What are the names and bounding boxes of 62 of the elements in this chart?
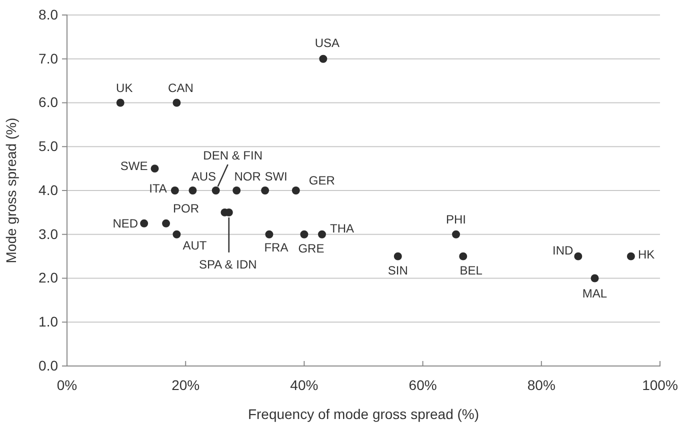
y-tick-label: 7.0: [38, 50, 58, 66]
annotation: AUT: [182, 238, 208, 253]
annotation: NED: [112, 216, 138, 231]
point: [116, 98, 124, 107]
point: [590, 274, 599, 282]
point: [318, 230, 326, 238]
annotation: SWI: [264, 170, 288, 184]
y-axis-title: Mode gross spread (%): [3, 118, 19, 264]
annotation: AUS: [191, 170, 216, 184]
point: [265, 230, 274, 238]
y-tick-label: 2.0: [38, 270, 58, 286]
annotation: POR: [173, 202, 200, 216]
point: [452, 230, 460, 238]
annotation: UK: [116, 80, 133, 95]
x-tick-label: 20%: [172, 376, 200, 393]
x-tick-label: 0%: [56, 376, 78, 393]
point: [162, 219, 170, 228]
annotation: MAL: [582, 286, 608, 300]
point: [300, 230, 308, 238]
point: [232, 186, 241, 194]
point: [574, 252, 582, 260]
x-axis-title: Frequency of mode gross spread (%): [248, 406, 480, 422]
point: [188, 186, 197, 194]
y-tick-label: 3.0: [38, 226, 58, 242]
annotation: FRA: [264, 240, 288, 255]
y-tick-label: 1.0: [38, 314, 58, 330]
y-tick-label: 8.0: [38, 6, 58, 22]
x-tick-label: 40%: [290, 376, 318, 393]
annotation: ITA: [149, 182, 167, 196]
point: [212, 186, 220, 194]
point: [150, 164, 159, 173]
annotation: SPA & IDN: [198, 258, 257, 272]
y-tick-label: 0.0: [38, 357, 58, 374]
annotation: SIN: [388, 264, 408, 278]
annotation: NOR: [234, 170, 262, 184]
point: [459, 252, 468, 260]
annotation: GRE: [298, 242, 324, 256]
y-tick-label: 6.0: [38, 94, 58, 110]
annotation: CAN: [168, 80, 194, 95]
annotation: BEL: [460, 264, 483, 278]
point: [140, 219, 148, 228]
x-tick-label: 100%: [642, 376, 678, 393]
point: [292, 186, 300, 194]
point: [170, 186, 179, 194]
annotation: DEN & FIN: [203, 148, 263, 163]
annotation: USA: [314, 36, 340, 50]
point: [172, 98, 181, 107]
x-tick-label: 80%: [527, 376, 556, 393]
x-tick-label: 60%: [408, 376, 437, 393]
point: [626, 252, 635, 260]
point: [319, 54, 328, 63]
y-tick-label: 4.0: [38, 182, 58, 198]
annotation: PHI: [446, 212, 466, 227]
y-tick-label: 5.0: [38, 138, 58, 154]
point: [172, 230, 181, 238]
annotation: THA: [330, 222, 354, 236]
annotation: HK: [638, 248, 655, 262]
annotation: IND: [552, 244, 574, 258]
point: [261, 186, 270, 194]
point: [394, 252, 402, 260]
annotation: SWE: [120, 158, 148, 173]
annotation: GER: [308, 174, 336, 188]
